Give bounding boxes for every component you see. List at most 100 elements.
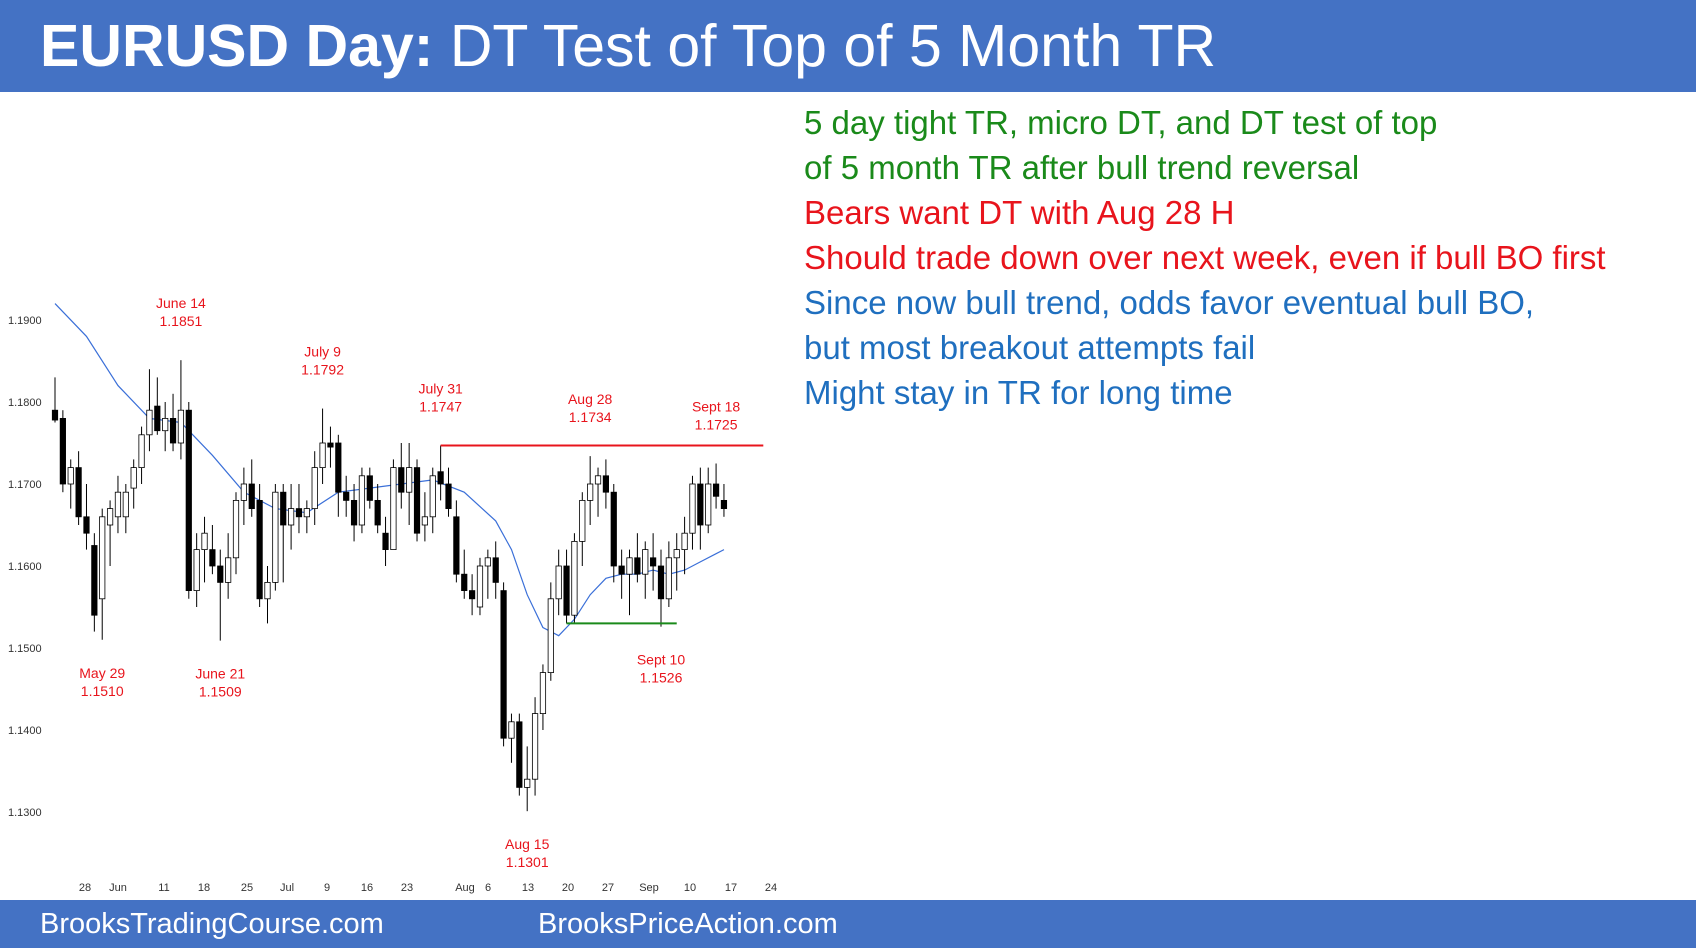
bull-candle <box>272 491 279 583</box>
y-tick-label: 1.1900 <box>8 315 42 327</box>
title-subtitle: DT Test of Top of 5 Month TR <box>433 13 1217 79</box>
bull-candle <box>547 598 554 673</box>
bull-candle <box>287 508 295 526</box>
footer-bar: BrooksTradingCourse.com BrooksPriceActio… <box>0 900 1696 948</box>
footer-link-price-action[interactable]: BrooksPriceAction.com <box>538 908 838 940</box>
annotation-value: 1.1747 <box>419 398 462 414</box>
bull-candle <box>193 549 200 592</box>
annotation-label: May 29 <box>79 665 125 681</box>
x-tick-label: 27 <box>602 882 614 894</box>
annotation-value: 1.1792 <box>301 362 344 378</box>
bull-candle <box>264 581 271 600</box>
bull-candle <box>555 565 562 600</box>
annotation-value: 1.1301 <box>506 854 549 870</box>
commentary-line: 5 day tight TR, micro DT, and DT test of… <box>804 104 1438 141</box>
bear-candle <box>445 483 452 510</box>
bear-candle <box>248 483 255 510</box>
bear-candle <box>712 483 720 497</box>
bull-candle <box>358 475 366 526</box>
bear-candle <box>335 442 342 493</box>
bear-candle <box>563 565 570 616</box>
bull-candle <box>319 442 326 469</box>
bull-candle <box>138 434 145 468</box>
commentary-line: but most breakout attempts fail <box>804 329 1256 366</box>
bear-candle <box>209 549 216 567</box>
y-tick-label: 1.1400 <box>8 725 42 737</box>
bear-candle <box>83 516 90 534</box>
bull-candle <box>67 467 74 485</box>
bull-candle <box>406 467 413 493</box>
bull-candle <box>665 557 672 600</box>
bear-candle <box>720 499 728 509</box>
bear-candle <box>469 590 476 600</box>
y-tick-label: 1.1500 <box>8 643 42 655</box>
bear-candle <box>602 475 610 493</box>
bear-candle <box>413 467 421 534</box>
x-tick-label: 17 <box>725 882 737 894</box>
bull-candle <box>162 417 169 432</box>
bear-candle <box>697 483 704 526</box>
bull-candle <box>201 532 208 551</box>
bear-candle <box>366 475 373 501</box>
annotation-label: Aug 28 <box>568 391 613 407</box>
annotation-label: Aug 15 <box>505 836 550 852</box>
bull-candle <box>681 532 688 551</box>
bull-candle <box>122 491 129 518</box>
bull-candle <box>594 475 602 485</box>
bull-candle <box>106 508 114 526</box>
commentary-line: Bears want DT with Aug 28 H <box>804 194 1235 231</box>
y-tick-label: 1.1600 <box>8 561 42 573</box>
page-title: EURUSD Day: DT Test of Top of 5 Month TR <box>40 10 1216 82</box>
bear-candle <box>51 409 59 421</box>
bull-candle <box>508 721 515 739</box>
bull-candle <box>232 499 240 559</box>
bull-candle <box>673 549 680 559</box>
bear-candle <box>185 409 192 592</box>
x-tick-label: 24 <box>765 882 777 894</box>
x-tick-label: Jul <box>280 882 294 894</box>
bear-candle <box>634 557 641 575</box>
bear-candle <box>618 565 625 575</box>
y-tick-label: 1.1700 <box>8 479 42 491</box>
commentary-line: Since now bull trend, odds favor eventua… <box>804 284 1535 321</box>
title-bar: EURUSD Day: DT Test of Top of 5 Month TR <box>0 0 1696 92</box>
bull-candle <box>539 672 547 714</box>
bull-candle <box>225 557 232 583</box>
bull-candle <box>626 557 633 575</box>
bear-candle <box>327 442 334 448</box>
x-tick-label: 23 <box>401 882 413 894</box>
bull-candle <box>146 409 153 436</box>
footer-link-trading-course[interactable]: BrooksTradingCourse.com <box>40 908 384 940</box>
bull-candle <box>429 475 436 518</box>
ema-line <box>54 303 725 637</box>
x-tick-label: 9 <box>324 882 330 894</box>
bear-candle <box>657 565 665 600</box>
y-tick-label: 1.1300 <box>8 807 42 819</box>
bear-candle <box>256 499 263 600</box>
annotation-value: 1.1509 <box>199 684 242 700</box>
commentary-line: Should trade down over next week, even i… <box>804 239 1606 276</box>
annotation-label: Sept 18 <box>692 399 740 415</box>
bull-candle <box>390 467 397 551</box>
commentary-panel: 5 day tight TR, micro DT, and DT test of… <box>804 100 1684 415</box>
bear-candle <box>453 516 460 575</box>
x-tick-label: 6 <box>485 882 491 894</box>
annotation-value: 1.1510 <box>81 683 124 699</box>
bull-candle <box>311 467 318 510</box>
bull-candle <box>114 491 122 518</box>
title-instrument: EURUSD Day: <box>40 13 434 79</box>
bull-candle <box>240 483 247 501</box>
bull-candle <box>177 409 185 444</box>
bear-candle <box>382 532 389 551</box>
bear-candle <box>500 590 507 739</box>
annotation-label: Sept 10 <box>637 652 685 668</box>
annotation-value: 1.1851 <box>160 313 203 329</box>
annotation-label: June 21 <box>195 666 245 682</box>
bear-candle <box>169 417 177 444</box>
bull-candle <box>476 565 484 608</box>
annotation-label: June 14 <box>156 295 206 311</box>
x-tick-label: Aug <box>455 882 475 894</box>
bear-candle <box>154 405 161 432</box>
bear-candle <box>516 721 523 788</box>
bull-candle <box>484 557 491 567</box>
